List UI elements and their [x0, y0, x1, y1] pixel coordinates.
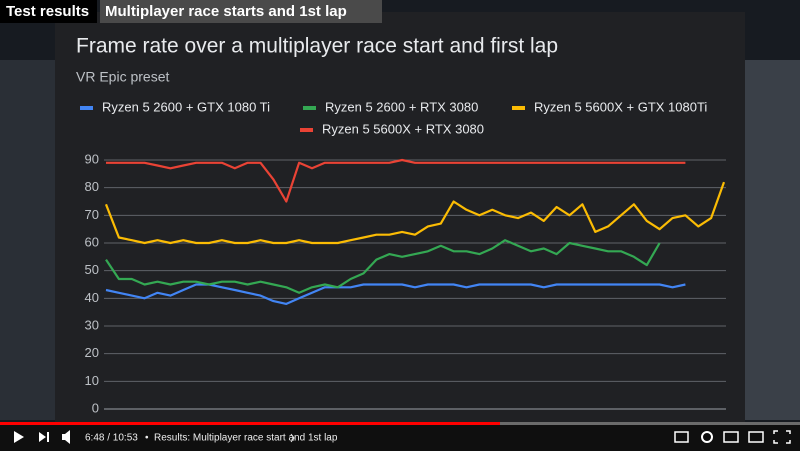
chapter-title[interactable]: Results: Multiplayer race start and 1st … — [154, 433, 338, 444]
chart-title: Frame rate over a multiplayer race start… — [76, 35, 558, 58]
settings-button[interactable] — [701, 431, 713, 443]
y-tick-label: 80 — [85, 179, 99, 194]
captions-button[interactable] — [674, 431, 689, 443]
y-tick-label: 50 — [85, 262, 99, 277]
plot: 0 10 20 30 40 50 60 70 80 90 — [85, 151, 726, 415]
topic-label: Multiplayer race starts and 1st lap — [105, 3, 347, 20]
topic-badge — [100, 0, 382, 23]
chapter-chevron[interactable] — [290, 433, 295, 443]
legend-label: Ryzen 5 2600 + RTX 3080 — [325, 99, 478, 114]
section-badge — [0, 0, 97, 23]
progress-played[interactable] — [0, 422, 500, 425]
fullscreen-button[interactable] — [773, 430, 791, 444]
y-tick-label: 0 — [92, 400, 99, 415]
section-label: Test results — [6, 3, 89, 20]
y-tick-label: 70 — [85, 207, 99, 222]
chart-panel — [55, 12, 745, 426]
series-line — [105, 283, 686, 305]
next-button[interactable] — [39, 432, 49, 442]
miniplayer-button[interactable] — [723, 431, 739, 443]
legend: Ryzen 5 2600 + GTX 1080 Ti Ryzen 5 2600 +… — [80, 99, 707, 136]
y-tick-label: 30 — [85, 317, 99, 332]
time: 6:48 / 10:53 — [85, 433, 138, 444]
legend-label: Ryzen 5 5600X + GTX 1080Ti — [534, 99, 707, 114]
y-tick-label: 10 — [85, 373, 99, 388]
volume-button[interactable] — [62, 430, 70, 444]
legend-label: Ryzen 5 2600 + GTX 1080 Ti — [102, 99, 270, 114]
series-line — [105, 239, 661, 294]
y-tick-label: 20 — [85, 345, 99, 360]
series-line — [106, 158, 686, 203]
y-tick-label: 60 — [85, 234, 99, 249]
theater-button[interactable] — [748, 431, 764, 443]
player-bar — [0, 423, 800, 451]
scene-right — [745, 60, 800, 420]
series-line — [104, 181, 726, 245]
play-button[interactable] — [14, 431, 24, 443]
scene-left — [0, 60, 55, 420]
y-tick-label: 40 — [85, 290, 99, 305]
legend-label: Ryzen 5 5600X + RTX 3080 — [322, 121, 484, 136]
y-tick-label: 90 — [85, 151, 99, 166]
separator: • — [145, 433, 149, 444]
chart-subtitle: VR Epic preset — [76, 69, 169, 85]
